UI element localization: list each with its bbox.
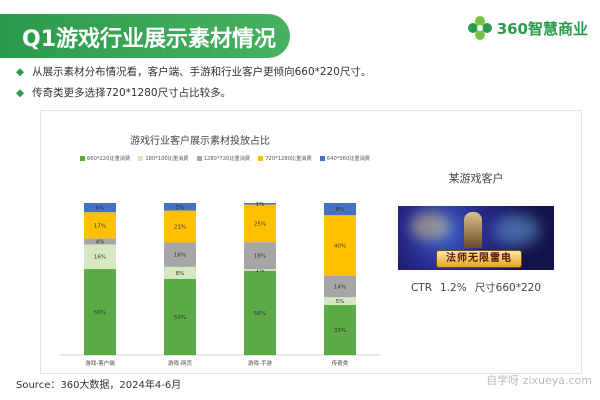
legend-swatch	[196, 156, 202, 161]
case-title: 某游戏客户	[448, 172, 504, 185]
page-title: Q1游戏行业展示素材情况	[22, 27, 277, 52]
bar-segment	[244, 270, 276, 355]
bullet-text: 传奇类更多选择720*1280尺寸占比较多。	[32, 87, 232, 99]
bar-segment	[244, 204, 276, 243]
bullet-list: ◆ 从展示素材分布情况看，客户端、手游和行业客户更倾向660*220尺寸。 ◆ 传奇…	[16, 64, 371, 106]
legend-label: 1280*720比重消费	[203, 156, 251, 162]
ctr-line: CTR 1.2% 尺寸660*220	[398, 280, 554, 295]
ad-glow-decoration	[494, 214, 540, 246]
brand-logo: 360智慧商业	[467, 16, 588, 40]
bar-segment	[244, 269, 276, 271]
bar-segment	[84, 244, 116, 270]
ad-banner-text: 法师无限雷电	[436, 250, 522, 268]
legend-swatch	[80, 156, 85, 161]
bullet-item: ◆ 传奇类更多选择720*1280尺寸占比较多。	[16, 85, 371, 100]
legend-item: 1280*720比重消费	[196, 155, 251, 162]
legend-label: 660*220比重消费	[87, 156, 131, 162]
bar-segment	[164, 210, 196, 243]
bar-segment	[84, 238, 116, 245]
category-label: 游戏-客户端	[85, 359, 115, 367]
bar-segment	[84, 269, 116, 355]
flower-logo-icon	[467, 16, 492, 40]
bar-segment	[164, 266, 196, 279]
data-label: 6%	[96, 206, 105, 212]
legend-item: 660*220比重消费	[80, 155, 130, 162]
diamond-bullet-icon: ◆	[16, 66, 25, 78]
legend-swatch	[319, 156, 325, 161]
data-label: 5%	[336, 299, 345, 305]
bar-segment	[324, 203, 356, 216]
bullet-text: 从展示素材分布情况看，客户端、手游和行业客户更倾向660*220尺寸。	[32, 66, 372, 78]
data-label: 1%	[256, 202, 265, 208]
legend-item: 180*100比重消费	[138, 155, 188, 162]
ad-glow-decoration	[410, 212, 450, 240]
data-label: 1%	[256, 268, 265, 274]
bar-segment	[244, 242, 276, 270]
data-label: 14%	[334, 285, 346, 291]
legend-swatch	[258, 156, 264, 161]
source-note: Source：360大数据，2024年4-6月	[16, 380, 182, 391]
legend-item: 720*1280比重消费	[258, 155, 312, 162]
title-bar: Q1游戏行业展示素材情况	[0, 14, 290, 58]
chart-title: 游戏行业客户展示素材投放占比	[130, 136, 270, 147]
watermark: 自学呀 zixueya.com	[486, 374, 592, 387]
ctr-value: 1.2%	[440, 282, 467, 294]
bar-segment	[164, 203, 196, 211]
legend-label: 180*100比重消费	[145, 156, 189, 162]
data-label: 56%	[254, 311, 266, 317]
data-label: 16%	[174, 253, 186, 259]
data-label: 17%	[94, 223, 106, 229]
ad-character-figure	[464, 212, 482, 248]
bar-segment	[324, 297, 356, 305]
data-label: 40%	[334, 244, 346, 250]
size-label: 尺寸660*220	[474, 282, 542, 294]
bar-segment	[324, 275, 356, 298]
bar-segment	[84, 203, 116, 213]
category-label: 传奇类	[332, 359, 349, 367]
data-label: 5%	[176, 205, 185, 211]
data-label: 50%	[174, 315, 186, 321]
diamond-bullet-icon: ◆	[16, 87, 25, 99]
bar-segment	[84, 212, 116, 239]
category-label: 游戏-网页	[168, 359, 192, 367]
bar-segment	[164, 279, 196, 355]
data-label: 25%	[254, 221, 266, 227]
data-label: 8%	[176, 271, 185, 277]
data-label: 8%	[336, 207, 345, 213]
data-label: 56%	[94, 310, 106, 316]
legend-label: 720*1280比重消费	[265, 156, 312, 162]
data-label: 21%	[174, 225, 186, 231]
data-label: 18%	[254, 254, 266, 260]
legend-label: 640*360比重消费	[326, 156, 370, 162]
legend-item: 640*360比重消费	[319, 155, 370, 162]
legend-swatch	[138, 156, 144, 161]
bullet-item: ◆ 从展示素材分布情况看，客户端、手游和行业客户更倾向660*220尺寸。	[16, 64, 371, 79]
bar-segment	[164, 242, 196, 267]
data-label: 4%	[96, 239, 105, 245]
bar-segment	[324, 304, 356, 355]
category-label: 游戏-手游	[248, 359, 272, 367]
chart-legend: 660*220比重消费 180*100比重消费 1280*720比重消费 720…	[80, 155, 370, 162]
bar-segment	[324, 215, 356, 276]
game-ad-image: 法师无限雷电	[398, 206, 554, 270]
bar-segment	[244, 203, 276, 205]
ctr-label: CTR	[410, 282, 432, 294]
data-label: 16%	[94, 255, 106, 261]
data-label: 33%	[334, 328, 346, 334]
logo-text: 360智慧商业	[496, 19, 588, 38]
